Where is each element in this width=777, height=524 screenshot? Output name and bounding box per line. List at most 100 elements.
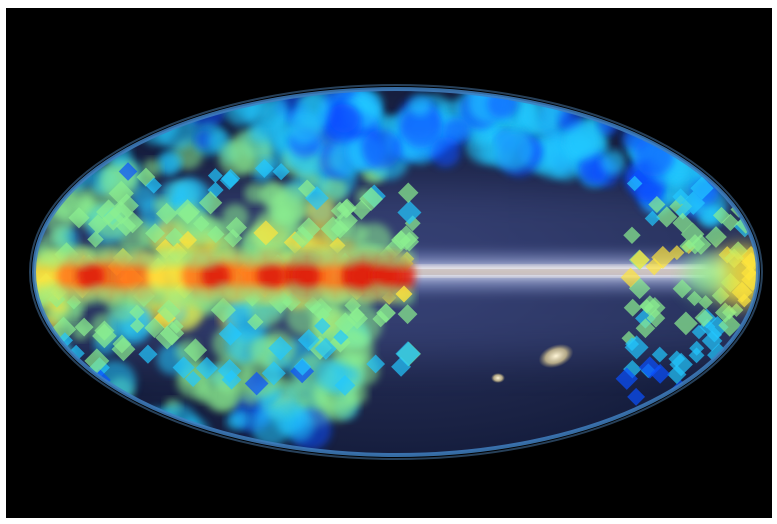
intensity-pixel [129, 318, 145, 334]
intensity-pixel [221, 369, 242, 390]
intensity-pixel [291, 226, 314, 249]
intensity-blob [185, 248, 205, 269]
small-magellanic-cloud [491, 373, 505, 383]
intensity-pixel [698, 295, 713, 310]
intensity-pixel [253, 220, 279, 246]
intensity-blob [381, 248, 401, 269]
intensity-blob [99, 406, 136, 443]
intensity-blob [76, 107, 112, 142]
intensity-pixel [648, 195, 666, 214]
intensity-blob [115, 246, 135, 267]
intensity-blob [42, 168, 59, 186]
intensity-blob [89, 93, 120, 125]
intensity-pixel [144, 317, 165, 339]
intensity-blob [47, 115, 80, 148]
dust-lane [406, 270, 706, 274]
intensity-blob [250, 122, 272, 144]
intensity-blob [579, 158, 607, 185]
intensity-pixel [178, 230, 198, 250]
intensity-blob [157, 153, 180, 176]
intensity-pixel [185, 370, 202, 388]
intensity-pixel [165, 227, 185, 248]
intensity-blob [491, 129, 534, 171]
intensity-blob [96, 411, 120, 435]
intensity-blob [408, 94, 431, 117]
intensity-pixel [36, 369, 60, 392]
intensity-pixel [68, 207, 90, 229]
intensity-pixel [172, 356, 195, 379]
intensity-pixel [114, 193, 139, 218]
intensity-pixel [737, 169, 757, 189]
intensity-blob [34, 157, 54, 186]
intensity-pixel [87, 231, 104, 248]
intensity-pixel [694, 308, 713, 327]
intensity-blob [57, 371, 83, 396]
intensity-blob [224, 298, 253, 327]
intensity-blob [400, 106, 443, 149]
intensity-blob [61, 391, 98, 429]
intensity-blob [34, 134, 45, 152]
intensity-blob [283, 246, 303, 267]
intensity-blob [34, 359, 60, 398]
intensity-blob [287, 109, 322, 145]
intensity-blob [34, 153, 65, 197]
intensity-blob [268, 191, 306, 229]
intensity-pixel [395, 341, 421, 367]
intensity-pixel [174, 199, 201, 225]
intensity-pixel [656, 206, 678, 228]
intensity-blob [600, 149, 626, 175]
image-frame [6, 8, 772, 518]
intensity-blob [361, 129, 402, 169]
intensity-pixel [736, 375, 756, 394]
intensity-blob [227, 284, 247, 305]
intensity-pixel [688, 347, 705, 364]
intensity-blob [50, 89, 74, 110]
intensity-blob [77, 262, 105, 290]
intensity-pixel [723, 370, 739, 386]
intensity-pixel [219, 170, 239, 190]
intensity-blob [532, 137, 574, 179]
intensity-blob [157, 286, 177, 307]
intensity-blob [62, 113, 93, 144]
intensity-pixel [651, 245, 675, 270]
intensity-blob [395, 248, 415, 269]
intensity-blob [55, 126, 72, 143]
intensity-pixel [627, 387, 646, 406]
intensity-pixel [314, 317, 331, 335]
intensity-pixel [715, 372, 739, 397]
intensity-blob [430, 136, 461, 168]
intensity-pixel [679, 389, 695, 404]
intensity-blob [244, 183, 265, 204]
intensity-pixel [225, 216, 247, 239]
intensity-pixel [366, 354, 386, 374]
intensity-blob [292, 262, 320, 290]
intensity-blob [87, 92, 120, 124]
intensity-pixel [397, 200, 422, 225]
intensity-blob [82, 409, 118, 445]
intensity-pixel [210, 297, 236, 323]
intensity-blob [34, 372, 57, 396]
intensity-pixel [651, 346, 668, 363]
intensity-pixel [254, 158, 274, 178]
large-magellanic-cloud [538, 343, 574, 369]
intensity-pixel [397, 304, 418, 325]
intensity-pixel [668, 350, 686, 368]
intensity-blob [47, 117, 83, 153]
intensity-blob [37, 96, 72, 130]
intensity-blob [157, 247, 177, 268]
intensity-overlay [34, 89, 758, 451]
intensity-pixel [359, 187, 383, 211]
intensity-pixel [376, 303, 396, 323]
all-sky-map [29, 84, 763, 460]
intensity-blob [34, 336, 47, 358]
intensity-blob [257, 262, 285, 290]
intensity-pixel [672, 212, 693, 234]
intensity-pixel [87, 214, 108, 234]
intensity-pixel [391, 230, 411, 250]
intensity-pixel [218, 322, 243, 346]
intensity-pixel [739, 389, 754, 404]
intensity-pixel [714, 302, 736, 323]
intensity-pixel [667, 364, 687, 385]
intensity-blob [347, 262, 375, 290]
intensity-blob [66, 147, 84, 165]
